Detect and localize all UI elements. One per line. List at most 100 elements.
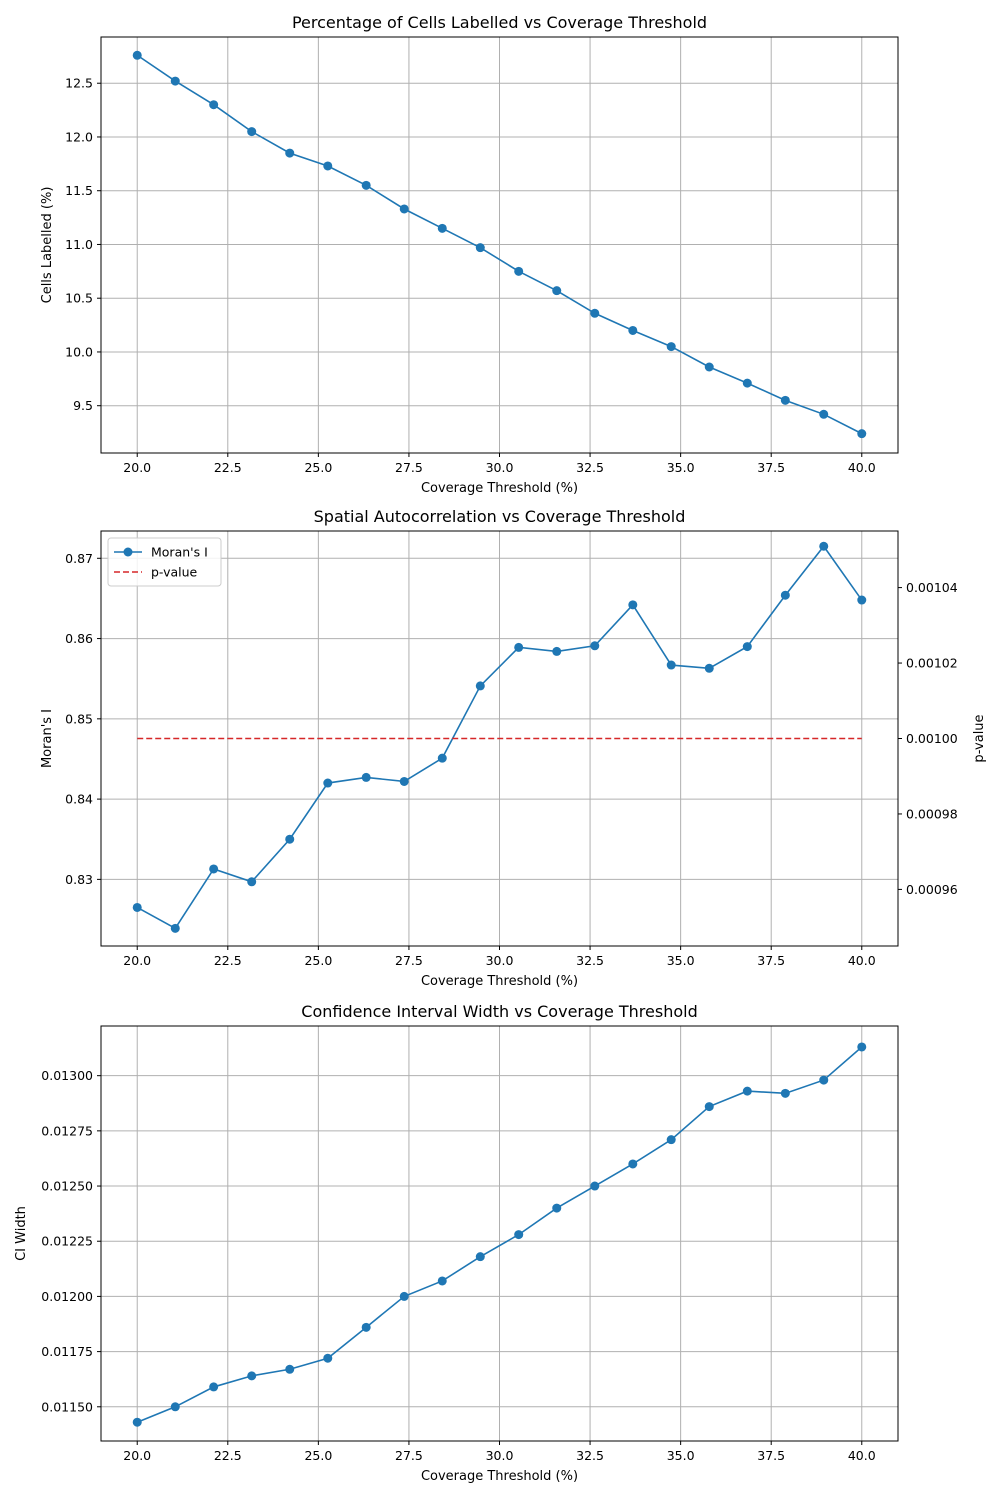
data-point [361, 772, 371, 782]
x-tick-label: 20.0 [123, 953, 151, 968]
x-tick-label: 35.0 [667, 460, 695, 475]
x-axis-label: Coverage Threshold (%) [421, 1469, 578, 1484]
y-tick-label: 0.84 [65, 792, 93, 807]
chart-title: Confidence Interval Width vs Coverage Th… [301, 1002, 697, 1021]
data-point [857, 1042, 867, 1052]
x-tick-label: 35.0 [667, 953, 695, 968]
series-line [136, 544, 863, 930]
data-point [780, 1088, 790, 1098]
data-point [666, 660, 676, 670]
data-point [399, 204, 409, 214]
y-tick-label: 9.5 [73, 398, 93, 413]
data-point [552, 1203, 562, 1213]
y-axis-label: CI Width [14, 1206, 29, 1261]
data-point [666, 342, 676, 352]
data-point [437, 1276, 447, 1286]
y2-tick-label: 0.00098 [906, 806, 958, 821]
data-point [247, 877, 257, 887]
data-point [399, 1291, 409, 1301]
y2-tick-label: 0.00100 [906, 731, 958, 746]
data-point [285, 834, 295, 844]
y-axis-label: Cells Labelled (%) [40, 187, 55, 304]
data-point [704, 663, 714, 673]
legend-box [107, 537, 222, 587]
data-point [132, 902, 142, 912]
y-tick-label: 0.01250 [41, 1179, 93, 1194]
data-point [514, 266, 524, 276]
data-point [437, 753, 447, 763]
data-point [742, 378, 752, 388]
y-tick-label: 10.5 [65, 291, 93, 306]
y2-tick-label: 0.00102 [906, 656, 958, 671]
y-tick-label: 0.01300 [41, 1068, 93, 1083]
data-point [857, 595, 867, 605]
data-point [209, 1382, 219, 1392]
x-tick-label: 25.0 [304, 460, 332, 475]
data-point [628, 325, 638, 335]
data-point [819, 409, 829, 419]
x-tick-label: 40.0 [848, 953, 876, 968]
data-point [399, 776, 409, 786]
series-line [136, 1046, 863, 1423]
y2-axis-label: p-value [972, 714, 987, 762]
data-point [628, 600, 638, 610]
data-point [666, 1135, 676, 1145]
x-tick-label: 25.0 [304, 1448, 332, 1463]
x-tick-label: 20.0 [123, 460, 151, 475]
data-point [209, 864, 219, 874]
legend-label: Moran's I [151, 545, 208, 560]
y-tick-label: 0.85 [65, 711, 93, 726]
x-tick-label: 22.5 [214, 460, 242, 475]
spatial-autocorrelation-chart: 20.0 22.5 25.0 27.5 30.0 32.5 35.0 37.5 40.0 0.83… [40, 507, 987, 989]
y-tick-label: 0.87 [65, 551, 93, 566]
data-point [132, 1417, 142, 1427]
data-point [247, 1371, 257, 1381]
legend-marker [123, 547, 133, 557]
x-tick-label: 30.0 [486, 460, 514, 475]
data-point [475, 1252, 485, 1262]
y2-tick-label: 0.00096 [906, 882, 958, 897]
ci-width-chart: 20.0 22.5 25.0 27.5 30.0 32.5 35.0 37.5 40.0 0.01… [14, 1002, 899, 1484]
data-point [628, 1159, 638, 1169]
y-tick-label: 11.0 [65, 237, 93, 252]
data-point [514, 642, 524, 652]
x-tick-label: 40.0 [848, 460, 876, 475]
data-point [819, 1075, 829, 1085]
x-tick-label: 32.5 [576, 953, 604, 968]
data-point [857, 429, 867, 439]
chart-title: Spatial Autocorrelation vs Coverage Thre… [314, 507, 686, 526]
data-point [285, 148, 295, 158]
legend-label: p-value [151, 565, 198, 580]
y-tick-label: 0.01200 [41, 1289, 93, 1304]
data-point [247, 127, 257, 137]
data-point [475, 681, 485, 691]
data-point [819, 541, 829, 551]
data-point [590, 1181, 600, 1191]
chart-title: Percentage of Cells Labelled vs Coverage… [292, 13, 707, 32]
x-tick-label: 40.0 [848, 1448, 876, 1463]
y-tick-label: 0.86 [65, 631, 93, 646]
data-point [323, 161, 333, 171]
x-tick-label: 32.5 [576, 460, 604, 475]
data-point [170, 923, 180, 933]
data-point [590, 308, 600, 318]
data-point [742, 1086, 752, 1096]
y-tick-label: 0.01175 [41, 1344, 93, 1359]
x-tick-label: 32.5 [576, 1448, 604, 1463]
x-tick-label: 27.5 [395, 1448, 423, 1463]
data-point [780, 395, 790, 405]
x-tick-label: 25.0 [304, 953, 332, 968]
data-point [552, 646, 562, 656]
y-tick-label: 10.0 [65, 344, 93, 359]
data-point [514, 1230, 524, 1240]
data-point [475, 243, 485, 253]
series-line [136, 54, 863, 435]
y-tick-label: 0.01225 [41, 1234, 93, 1249]
x-axis-label: Coverage Threshold (%) [421, 481, 578, 496]
data-point [361, 1322, 371, 1332]
data-point [361, 180, 371, 190]
x-tick-label: 20.0 [123, 1448, 151, 1463]
x-tick-label: 22.5 [214, 1448, 242, 1463]
x-tick-label: 37.5 [757, 1448, 785, 1463]
